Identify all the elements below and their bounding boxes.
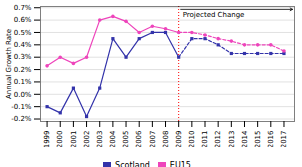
svg-text:2009: 2009 [175, 131, 183, 148]
svg-text:0.3%: 0.3% [14, 53, 32, 61]
svg-text:2004: 2004 [109, 130, 117, 147]
svg-text:2017: 2017 [280, 131, 288, 148]
svg-text:2015: 2015 [254, 131, 262, 148]
svg-text:-0.2%: -0.2% [11, 115, 32, 123]
svg-text:0.0%: 0.0% [14, 91, 32, 99]
svg-text:Annual Growth Rate: Annual Growth Rate [5, 29, 13, 99]
svg-text:2013: 2013 [228, 131, 236, 148]
svg-text:2006: 2006 [135, 130, 143, 147]
svg-text:2014: 2014 [241, 130, 249, 147]
svg-text:2011: 2011 [201, 131, 209, 148]
svg-text:2008: 2008 [162, 131, 170, 148]
svg-text:2016: 2016 [267, 130, 275, 147]
svg-text:0.5%: 0.5% [14, 29, 32, 37]
svg-text:0.1%: 0.1% [14, 78, 32, 86]
svg-text:0.7%: 0.7% [14, 4, 32, 12]
svg-text:1999: 1999 [43, 131, 51, 148]
svg-text:2005: 2005 [122, 131, 130, 148]
svg-text:2003: 2003 [96, 131, 104, 148]
svg-text:0.2%: 0.2% [14, 66, 32, 74]
svg-text:2010: 2010 [188, 131, 196, 148]
svg-text:0.4%: 0.4% [14, 41, 32, 49]
svg-text:2007: 2007 [149, 131, 157, 148]
svg-text:0.6%: 0.6% [14, 16, 32, 24]
svg-text:-0.1%: -0.1% [11, 103, 32, 111]
svg-text:Projected Change: Projected Change [183, 11, 245, 19]
svg-text:2012: 2012 [214, 131, 222, 148]
svg-text:2001: 2001 [70, 131, 78, 148]
svg-text:2002: 2002 [83, 131, 91, 148]
svg-text:2000: 2000 [56, 131, 64, 148]
